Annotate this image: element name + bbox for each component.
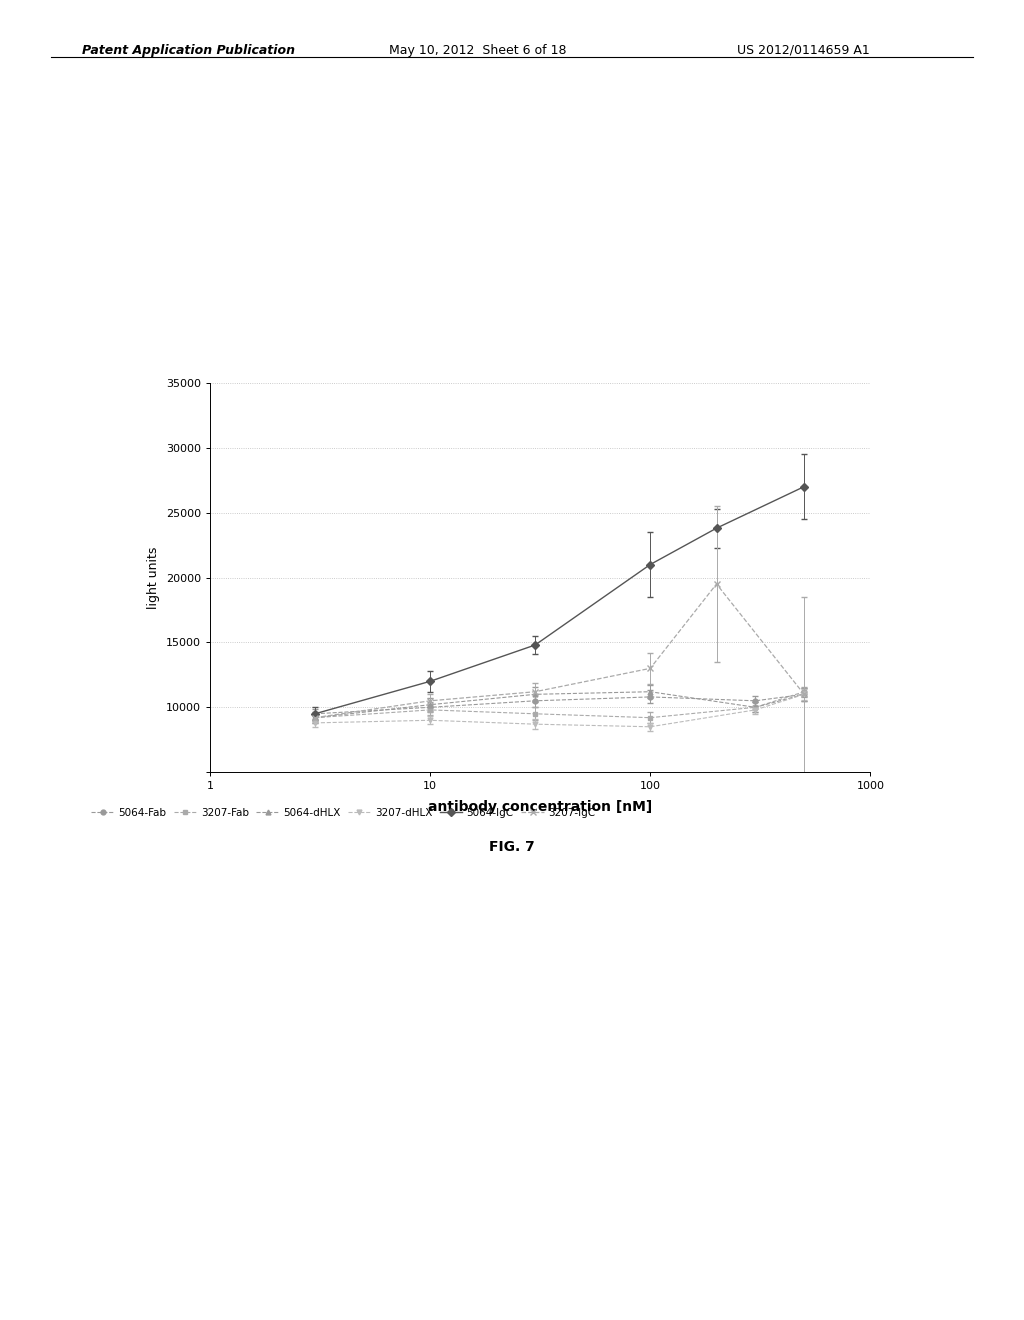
Legend: 5064-Fab, 3207-Fab, 5064-dHLX, 3207-dHLX, 5064-IgC, 3207-IgC: 5064-Fab, 3207-Fab, 5064-dHLX, 3207-dHLX… [87, 804, 599, 822]
X-axis label: antibody concentration [nM]: antibody concentration [nM] [428, 800, 652, 813]
Text: May 10, 2012  Sheet 6 of 18: May 10, 2012 Sheet 6 of 18 [389, 44, 566, 57]
Text: FIG. 7: FIG. 7 [489, 841, 535, 854]
Text: US 2012/0114659 A1: US 2012/0114659 A1 [737, 44, 870, 57]
Text: Patent Application Publication: Patent Application Publication [82, 44, 295, 57]
Y-axis label: light units: light units [147, 546, 160, 609]
